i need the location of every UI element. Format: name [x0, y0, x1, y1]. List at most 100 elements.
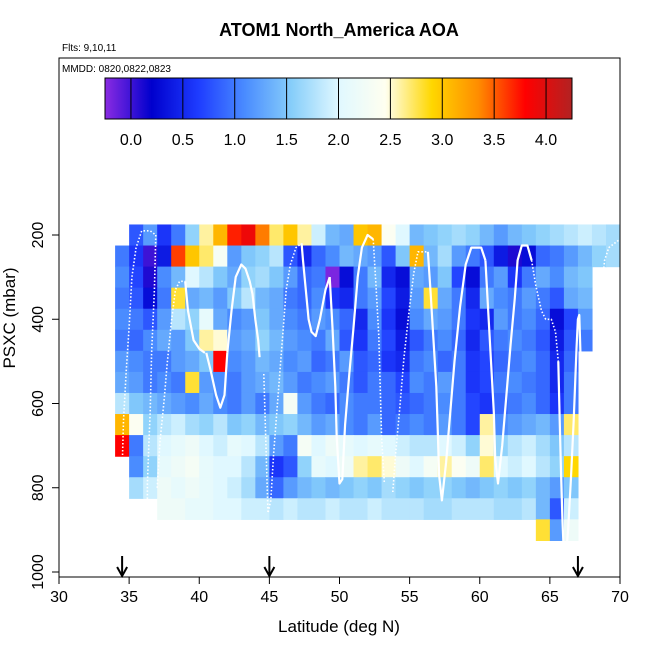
x-tick-label: 45	[260, 589, 278, 606]
heatmap-cell	[381, 266, 397, 289]
heatmap-cell	[171, 308, 186, 331]
heatmap-cell	[535, 350, 551, 373]
heatmap-cell	[367, 350, 383, 373]
heatmap-cell	[549, 266, 565, 289]
heatmap-cell	[353, 392, 369, 415]
heatmap-cell	[213, 266, 228, 289]
heatmap-cell	[451, 456, 467, 478]
heatmap-cell	[563, 224, 579, 247]
heatmap-cell	[437, 435, 453, 457]
heatmap-cell	[297, 498, 313, 520]
heatmap-cell	[171, 498, 186, 520]
heatmap-cell	[437, 224, 453, 247]
heatmap-cell	[157, 435, 172, 457]
heatmap-cell	[269, 414, 284, 436]
heatmap-cell	[465, 371, 481, 394]
colorbar-tick-label: 3.5	[483, 132, 505, 149]
heatmap-cell	[199, 498, 214, 520]
heatmap-cell	[283, 498, 299, 520]
heatmap-cell	[199, 435, 214, 457]
heatmap-cell	[409, 245, 425, 268]
colorbar: 0.0 0.5 1.0 1.5 2.0 2.5 3.0 3.5 4.0	[104, 77, 573, 149]
heatmap-cell	[129, 287, 144, 310]
heatmap-cell	[171, 392, 186, 415]
heatmap-cell	[115, 329, 130, 352]
heatmap-cell	[521, 435, 537, 457]
heatmap-cell	[143, 456, 158, 478]
heatmap-cell	[577, 287, 593, 310]
heatmap-cell	[241, 224, 256, 247]
heatmap-cell	[367, 456, 383, 478]
heatmap-cell	[409, 287, 425, 310]
heatmap-cell	[157, 456, 172, 478]
heatmap-cell	[143, 329, 158, 352]
heatmap-cell	[157, 266, 172, 289]
heatmap-cell	[171, 350, 186, 373]
heatmap-cell	[577, 329, 593, 352]
heatmap-cell	[227, 414, 242, 436]
heatmap-cell	[171, 329, 186, 352]
heatmap-cell	[311, 435, 327, 457]
heatmap-cell	[143, 414, 158, 436]
heatmap-cell	[451, 224, 467, 247]
heatmap-cell	[297, 287, 313, 310]
heatmap-cell	[381, 329, 397, 352]
heatmap-cell	[227, 392, 242, 415]
heatmap-cell	[549, 329, 565, 352]
heatmap-cell	[395, 477, 411, 499]
heatmap-cell	[255, 266, 270, 289]
heatmap-cell	[563, 266, 579, 289]
heatmap-cell	[549, 245, 565, 268]
heatmap-cell	[199, 308, 214, 331]
heatmap-cell	[395, 456, 411, 478]
heatmap-cell	[227, 245, 242, 268]
heatmap-cell	[479, 498, 495, 520]
heatmap-cell	[381, 456, 397, 478]
heatmap-cell	[381, 392, 397, 415]
heatmap-cell	[465, 287, 481, 310]
heatmap-cell	[143, 224, 158, 247]
heatmap-cell	[437, 287, 453, 310]
heatmap-cell	[353, 350, 369, 373]
heatmap-cell	[213, 308, 228, 331]
x-tick-label: 35	[120, 589, 138, 606]
heatmap-cell	[409, 224, 425, 247]
heatmap-cell	[227, 456, 242, 478]
heatmap-cell	[199, 371, 214, 394]
heatmap-cell	[367, 477, 383, 499]
heatmap-cell	[311, 224, 327, 247]
heatmap-cell	[143, 435, 158, 457]
heatmap-cell	[115, 350, 130, 373]
heatmap-cell	[325, 371, 341, 394]
flights-label: Flts: 9,10,11	[62, 43, 117, 54]
heatmap-cell	[591, 224, 607, 247]
heatmap-cell	[465, 266, 481, 289]
heatmap-cell	[381, 371, 397, 394]
heatmap-cell	[549, 287, 565, 310]
heatmap-cell	[451, 329, 467, 352]
heatmap-cell	[185, 435, 200, 457]
heatmap-cell	[521, 498, 537, 520]
heatmap-cell	[129, 392, 144, 415]
heatmap-cell	[115, 414, 130, 436]
heatmap-cell	[185, 266, 200, 289]
heatmap-cell	[479, 371, 495, 394]
heatmap-cell	[283, 392, 299, 415]
heatmap-cell	[143, 266, 158, 289]
heatmap-cell	[507, 308, 523, 331]
heatmap-cell	[395, 287, 411, 310]
heatmap-cell	[283, 266, 299, 289]
heatmap-cell	[129, 329, 144, 352]
heatmap-cell	[409, 329, 425, 352]
heatmap-cell	[535, 392, 551, 415]
heatmap-cell	[437, 245, 453, 268]
y-tick-label: 200	[30, 222, 47, 249]
heatmap-cell	[129, 308, 144, 331]
heatmap-cell	[157, 329, 172, 352]
heatmap-cell	[493, 477, 509, 499]
heatmap-cell	[549, 414, 565, 436]
heatmap-cell	[451, 435, 467, 457]
heatmap-cell	[493, 414, 509, 436]
heatmap-cell	[283, 224, 299, 247]
heatmap-cell	[423, 414, 439, 436]
